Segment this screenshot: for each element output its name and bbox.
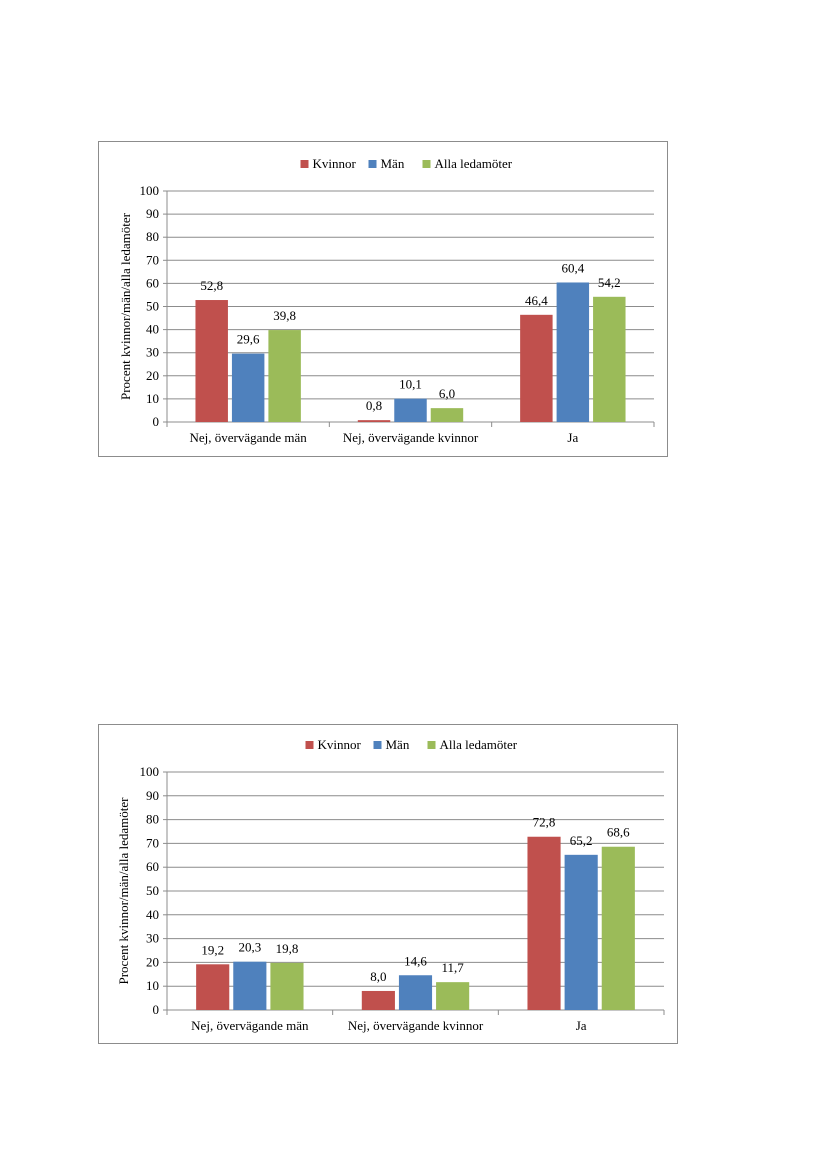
- chart-2-y-tick-label-1: 10: [146, 978, 159, 993]
- chart-2-x-category-label-1: Nej, övervägande män: [191, 1018, 309, 1033]
- chart-1-frame: Kvinnor Män Alla ledamöter 0 10 20 30 40 50 60 70 8…: [98, 141, 668, 457]
- chart-2-bar-2-3: [564, 854, 598, 1010]
- chart-1-data-label-3-1: 39,8: [273, 308, 296, 323]
- chart-1-data-label-1-1: 52,8: [200, 278, 223, 293]
- chart-2-data-label-2-1: 20,3: [238, 940, 261, 955]
- chart-1-x-category-label-2: Nej, övervägande kvinnor: [343, 430, 479, 445]
- chart-2-bar-2-2: [398, 975, 433, 1010]
- chart-2-data-label-1-2: 8,0: [370, 969, 386, 984]
- chart-2-bar-1-1: [196, 964, 230, 1010]
- chart-2-data-label-3-3: 68,6: [607, 825, 630, 840]
- chart-1-x-category-label-3: Ja: [567, 430, 578, 445]
- chart-2-data-label-1-3: 72,8: [533, 815, 556, 830]
- chart-1-bar-2-3: [556, 282, 590, 422]
- chart-2-x-category-label-3: Ja: [576, 1018, 587, 1033]
- chart-1-legend-label-2: Män: [381, 156, 405, 171]
- chart-1-y-tick-label-4: 40: [146, 322, 159, 337]
- chart-2-frame: Kvinnor Män Alla ledamöter 0 10 20 30 40 50 60 70 8…: [98, 724, 678, 1044]
- chart-1-data-label-1-2: 0,8: [366, 398, 382, 413]
- chart-1-y-tick-label-7: 70: [146, 252, 159, 267]
- chart-2-bar-2-1: [233, 961, 267, 1010]
- chart-2-data-label-2-2: 14,6: [404, 953, 427, 968]
- chart-1-data-label-3-3: 54,2: [598, 275, 621, 290]
- chart-2-x-category-label-2: Nej, övervägande kvinnor: [348, 1018, 484, 1033]
- chart-2-y-tick-label-6: 60: [146, 859, 159, 874]
- chart-2-legend-label-1: Kvinnor: [318, 737, 362, 752]
- chart-2-y-tick-label-5: 50: [146, 883, 159, 898]
- chart-2-bar-1-3: [527, 836, 561, 1010]
- chart-1-y-tick-label-10: 100: [140, 183, 160, 198]
- chart-2-bar-3-1: [270, 962, 304, 1010]
- chart-1-legend-label-1: Kvinnor: [313, 156, 357, 171]
- chart-1-y-tick-label-3: 30: [146, 345, 159, 360]
- chart-2-legend-swatch-2: [373, 741, 382, 749]
- chart-1-y-axis-label: Procent kvinnor/män/alla ledamöter: [118, 212, 133, 400]
- chart-1-data-label-2-3: 60,4: [561, 260, 584, 275]
- chart-1-y-tick-label-2: 20: [146, 368, 159, 383]
- chart-2-y-tick-label-0: 0: [153, 1002, 160, 1017]
- chart-1-bar-3-1: [268, 330, 301, 422]
- chart-1-bar-1-2: [357, 420, 391, 422]
- chart-2-y-axis-label: Procent kvinnor/män/alla ledamöter: [116, 797, 131, 985]
- chart-1-legend-swatch-1: [300, 160, 309, 168]
- chart-1-bar-1-1: [195, 300, 228, 422]
- chart-2-data-label-3-2: 11,7: [441, 960, 464, 975]
- chart-1-y-tick-label-8: 80: [146, 229, 159, 244]
- chart-1-bar-2-1: [231, 353, 265, 422]
- chart-2-y-tick-label-4: 40: [146, 907, 159, 922]
- chart-2-legend-label-3: Alla ledamöter: [440, 737, 518, 752]
- chart-1-legend-label-3: Alla ledamöter: [435, 156, 513, 171]
- chart-1-bar-3-3: [593, 296, 626, 422]
- chart-1-y-tick-label-5: 50: [146, 299, 159, 314]
- chart-1-data-label-2-2: 10,1: [399, 377, 422, 392]
- chart-1-data-label-3-2: 6,0: [439, 386, 455, 401]
- chart-2-bar-1-2: [361, 990, 395, 1010]
- chart-2-y-tick-label-2: 20: [146, 954, 159, 969]
- chart-2-data-label-1-1: 19,2: [201, 942, 224, 957]
- chart-2-bar-3-2: [436, 982, 470, 1010]
- chart-2-bar-3-3: [601, 846, 635, 1010]
- chart-1-y-tick-label-1: 10: [146, 391, 159, 406]
- chart-1-y-tick-label-9: 90: [146, 206, 159, 221]
- chart-1-data-label-1-3: 46,4: [525, 293, 548, 308]
- chart-2-legend-label-2: Män: [386, 737, 410, 752]
- chart-1-y-tick-label-0: 0: [153, 414, 160, 429]
- chart-1-bar-2-2: [394, 398, 427, 422]
- chart-1-legend-swatch-3: [422, 160, 431, 168]
- chart-2-y-tick-label-8: 80: [146, 812, 159, 827]
- chart-1-legend-swatch-2: [368, 160, 377, 168]
- chart-2-data-label-3-1: 19,8: [276, 941, 299, 956]
- chart-2-y-tick-label-9: 90: [146, 788, 159, 803]
- chart-1-y-tick-label-6: 60: [146, 275, 159, 290]
- chart-2-legend-swatch-3: [427, 741, 436, 749]
- chart-1-x-category-label-1: Nej, övervägande män: [190, 430, 308, 445]
- chart-2-data-label-2-3: 65,2: [570, 833, 593, 848]
- chart-2-legend-swatch-1: [305, 741, 314, 749]
- chart-1-data-label-2-1: 29,6: [237, 332, 260, 347]
- chart-1-svg: Kvinnor Män Alla ledamöter 0 10 20 30 40 50 60 70 8…: [118, 156, 655, 445]
- chart-2-y-tick-label-7: 70: [146, 835, 159, 850]
- chart-2-y-tick-label-3: 30: [146, 931, 159, 946]
- chart-1-bar-1-3: [520, 314, 553, 422]
- chart-2-svg: Kvinnor Män Alla ledamöter 0 10 20 30 40 50 60 70 8…: [116, 737, 665, 1033]
- chart-2-y-tick-label-10: 100: [140, 764, 160, 779]
- chart-1-bar-3-2: [430, 408, 464, 422]
